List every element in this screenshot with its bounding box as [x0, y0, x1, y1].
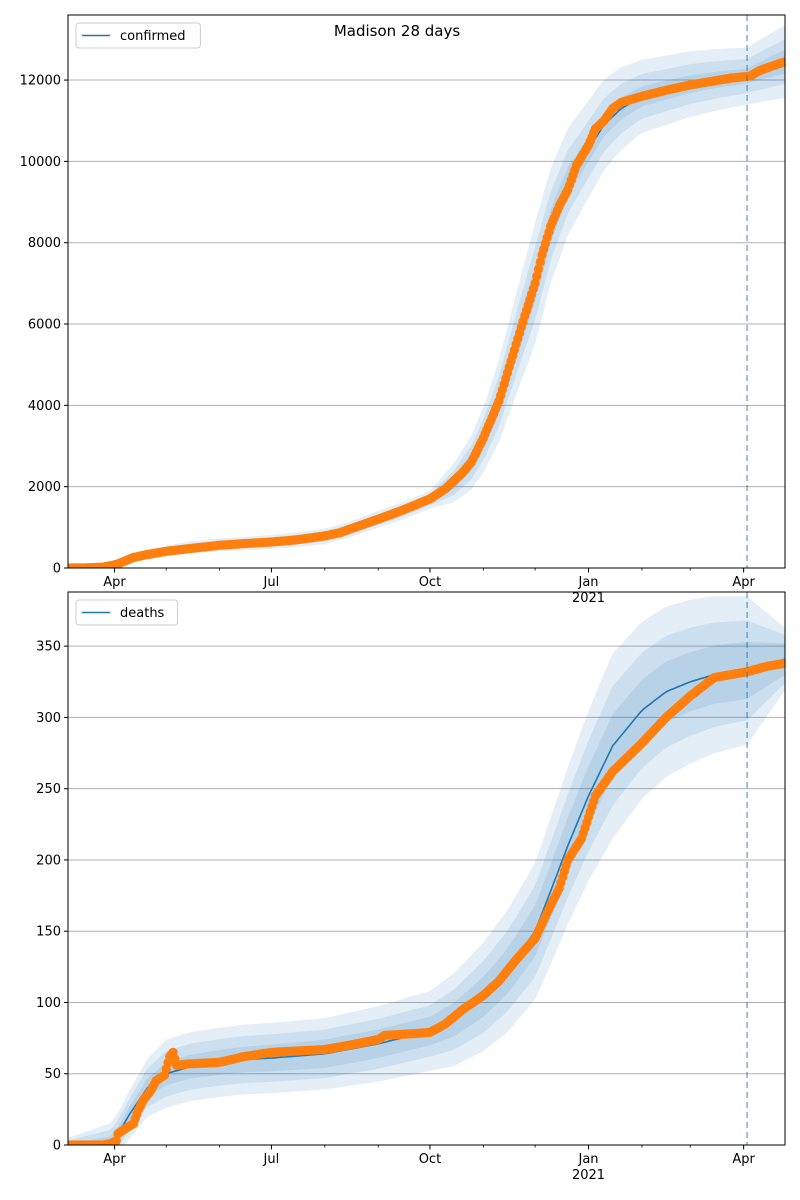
x-tick-label: Apr — [103, 575, 126, 590]
legend-box — [75, 599, 179, 626]
observed-point — [532, 271, 542, 281]
legend: confirmed — [75, 22, 201, 49]
y-tick-label: 6000 — [28, 318, 61, 333]
legend-label: deaths — [120, 606, 165, 621]
model-line-confirmed — [68, 61, 785, 568]
y-tick-label: 10000 — [20, 155, 61, 170]
y-tick-label: 50 — [44, 1067, 61, 1082]
observed-point — [535, 257, 545, 267]
x-year-label: 2021 — [572, 1168, 605, 1183]
y-tick-label: 250 — [36, 782, 61, 797]
observed-point — [780, 658, 785, 668]
uncertainty-band-2 — [68, 620, 785, 1145]
x-tick-label: Jul — [263, 1152, 280, 1167]
x-tick-label: Jan — [577, 1152, 598, 1167]
y-tick-label: 8000 — [28, 236, 61, 251]
observed-point — [780, 57, 785, 67]
figure-title: Madison 28 days — [334, 22, 461, 40]
x-year-label: 2021 — [572, 591, 605, 606]
observed-point — [530, 278, 540, 288]
observed-point — [111, 1136, 121, 1145]
axes-frame — [67, 14, 786, 569]
deaths-panel: 0 50 100 150 200 250 300 350 Apr Jul Oct Jan Apr 2021… — [36, 591, 786, 1183]
uncertainty-band-2 — [68, 39, 785, 568]
legend-label: confirmed — [120, 29, 186, 44]
y-tick-label: 0 — [53, 1139, 61, 1154]
y-tick-label: 12000 — [20, 74, 61, 89]
x-tick-label: Jan — [577, 575, 598, 590]
plot-area — [68, 596, 785, 1145]
uncertainty-band-1 — [68, 641, 785, 1145]
x-tick-label: Jul — [263, 575, 280, 590]
y-tick-label: 150 — [36, 925, 61, 940]
legend: deaths — [75, 599, 179, 626]
y-tick-label: 300 — [36, 711, 61, 726]
axes-frame — [67, 591, 786, 1146]
x-tick-label: Apr — [732, 1152, 755, 1167]
y-tick-label: 350 — [36, 640, 61, 655]
y-tick-label: 2000 — [28, 480, 61, 495]
uncertainty-band-3 — [68, 596, 785, 1145]
uncertainty-band-1 — [68, 49, 785, 568]
y-tick-label: 4000 — [28, 399, 61, 414]
x-tick-label: Oct — [419, 1152, 441, 1167]
x-tick-label: Apr — [732, 575, 755, 590]
confirmed-panel: 0 2000 4000 6000 8000 10000 12000 Apr Jul Oct Jan A… — [20, 14, 786, 606]
x-tick-label: Apr — [103, 1152, 126, 1167]
observed-point — [533, 264, 544, 274]
y-tick-label: 200 — [36, 853, 61, 868]
y-tick-label: 100 — [36, 996, 61, 1011]
x-tick-label: Oct — [419, 575, 441, 590]
observed-points — [68, 658, 785, 1145]
legend-box — [75, 22, 201, 49]
observed-points — [68, 57, 785, 568]
y-tick-label: 0 — [53, 562, 61, 577]
plot-area — [68, 25, 785, 568]
uncertainty-band-3 — [68, 25, 785, 568]
